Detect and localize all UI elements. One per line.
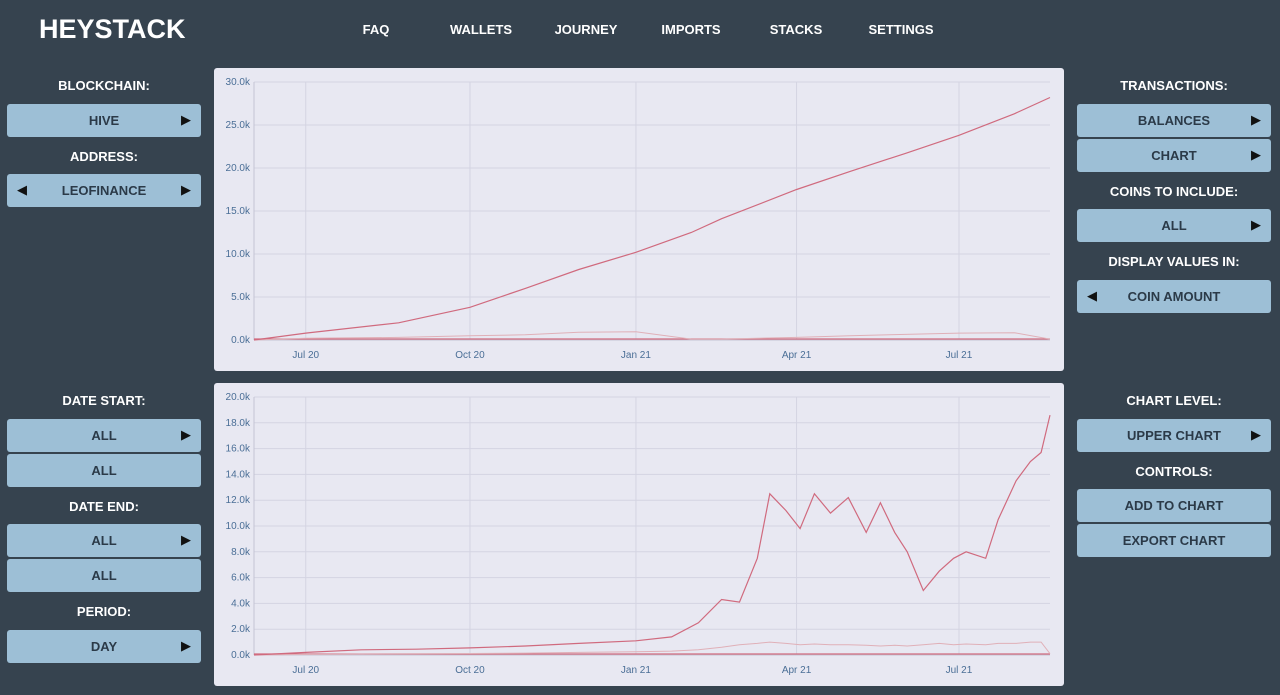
nav-wallets[interactable]: WALLETS — [449, 22, 513, 37]
x-tick-label: Oct 20 — [455, 665, 485, 676]
nav-journey[interactable]: JOURNEY — [554, 22, 618, 37]
export-chart-button[interactable]: EXPORT CHART — [1077, 524, 1271, 557]
date-start-label: DATE START: — [62, 393, 146, 408]
coins-select[interactable]: ALL ▶ — [1077, 209, 1271, 242]
y-tick-label: 0.0k — [231, 650, 251, 661]
lower-chart-panel: 0.0k 2.0k 4.0k 6.0k 8.0k 10.0k 12.0k 14.0k 16.0k… — [214, 383, 1064, 686]
arrow-right-icon[interactable]: ▶ — [181, 182, 191, 197]
series-line-1[interactable] — [253, 414, 1051, 656]
balances-button-label: BALANCES — [1137, 113, 1211, 128]
controls-label: CONTROLS: — [1135, 464, 1213, 479]
transactions-label: TRANSACTIONS: — [1120, 78, 1228, 93]
series-line-1[interactable] — [253, 96, 1051, 341]
export-chart-label: EXPORT CHART — [1122, 533, 1226, 548]
add-to-chart-label: ADD TO CHART — [1124, 498, 1224, 513]
x-tick-label: Jul 20 — [292, 350, 319, 361]
y-tick-label: 20.0k — [226, 392, 251, 403]
y-tick-label: 10.0k — [226, 521, 251, 532]
date-start-value: ALL — [91, 428, 117, 443]
y-tick-label: 16.0k — [226, 444, 251, 455]
y-tick-label: 30.0k — [226, 77, 251, 88]
y-tick-label: 2.0k — [231, 624, 251, 635]
chart-button-label: CHART — [1151, 148, 1197, 163]
period-value: DAY — [90, 639, 118, 654]
upper-chart[interactable]: 0.0k 5.0k 10.0k 15.0k 20.0k 25.0k 30.0k Jul 20 O… — [214, 68, 1064, 371]
period-select[interactable]: DAY ▶ — [7, 630, 201, 663]
address-select[interactable]: ◀ LEOFINANCE ▶ — [7, 174, 201, 207]
x-tick-label: Jan 21 — [621, 665, 651, 676]
y-tick-label: 20.0k — [226, 163, 251, 174]
date-end-select[interactable]: ALL ▶ — [7, 524, 201, 557]
nav-imports[interactable]: IMPORTS — [661, 22, 721, 37]
series-line-2[interactable] — [253, 641, 1051, 656]
arrow-right-icon[interactable]: ▶ — [181, 427, 191, 442]
y-tick-label: 25.0k — [226, 120, 251, 131]
date-end-label: DATE END: — [69, 499, 139, 514]
nav-settings[interactable]: SETTINGS — [868, 22, 934, 37]
date-start-field-value: ALL — [91, 463, 117, 478]
y-tick-label: 18.0k — [226, 418, 251, 429]
y-tick-label: 0.0k — [231, 335, 251, 346]
x-tick-label: Jan 21 — [621, 350, 651, 361]
arrow-right-icon[interactable]: ▶ — [1251, 112, 1261, 127]
y-tick-label: 15.0k — [226, 206, 251, 217]
chart-button[interactable]: CHART ▶ — [1077, 139, 1271, 172]
arrow-right-icon[interactable]: ▶ — [181, 112, 191, 127]
nav-faq[interactable]: FAQ — [362, 22, 390, 37]
period-label: PERIOD: — [76, 604, 132, 619]
blockchain-value: HIVE — [88, 113, 120, 128]
lower-chart[interactable]: 0.0k 2.0k 4.0k 6.0k 8.0k 10.0k 12.0k 14.0k 16.0k… — [214, 383, 1064, 686]
x-tick-label: Jul 21 — [946, 350, 973, 361]
arrow-left-icon[interactable]: ◀ — [1087, 288, 1097, 303]
display-values-value: COIN AMOUNT — [1127, 289, 1221, 304]
display-values-label: DISPLAY VALUES IN: — [1108, 254, 1240, 269]
date-end-field-value: ALL — [91, 568, 117, 583]
coins-value: ALL — [1161, 218, 1187, 233]
blockchain-select[interactable]: HIVE ▶ — [7, 104, 201, 137]
arrow-right-icon[interactable]: ▶ — [1251, 427, 1261, 442]
series-line-2[interactable] — [253, 331, 1051, 341]
y-tick-label: 12.0k — [226, 495, 251, 506]
address-value: LEOFINANCE — [61, 183, 147, 198]
add-to-chart-button[interactable]: ADD TO CHART — [1077, 489, 1271, 522]
x-tick-label: Jul 21 — [946, 665, 973, 676]
x-tick-label: Apr 21 — [782, 665, 812, 676]
x-tick-label: Oct 20 — [455, 350, 485, 361]
app-logo[interactable]: HEYSTACK — [39, 14, 186, 44]
nav-stacks[interactable]: STACKS — [769, 22, 823, 37]
balances-button[interactable]: BALANCES ▶ — [1077, 104, 1271, 137]
chart-level-label: CHART LEVEL: — [1126, 393, 1222, 408]
chart-level-select[interactable]: UPPER CHART ▶ — [1077, 419, 1271, 452]
y-tick-label: 10.0k — [226, 249, 251, 260]
arrow-right-icon[interactable]: ▶ — [181, 532, 191, 547]
y-tick-label: 4.0k — [231, 598, 251, 609]
upper-chart-panel: 0.0k 5.0k 10.0k 15.0k 20.0k 25.0k 30.0k Jul 20 O… — [214, 68, 1064, 371]
x-tick-label: Apr 21 — [782, 350, 812, 361]
date-end-field[interactable]: ALL — [7, 559, 201, 592]
date-start-select[interactable]: ALL ▶ — [7, 419, 201, 452]
date-end-value: ALL — [91, 533, 117, 548]
arrow-right-icon[interactable]: ▶ — [181, 638, 191, 653]
y-tick-label: 6.0k — [231, 573, 251, 584]
coins-label: COINS TO INCLUDE: — [1109, 184, 1239, 199]
y-tick-label: 14.0k — [226, 469, 251, 480]
date-start-field[interactable]: ALL — [7, 454, 201, 487]
y-tick-label: 5.0k — [231, 292, 251, 303]
y-tick-label: 8.0k — [231, 547, 251, 558]
display-values-select[interactable]: ◀ COIN AMOUNT — [1077, 280, 1271, 313]
blockchain-label: BLOCKCHAIN: — [58, 78, 150, 93]
chart-level-value: UPPER CHART — [1127, 428, 1221, 443]
x-tick-label: Jul 20 — [292, 665, 319, 676]
arrow-right-icon[interactable]: ▶ — [1251, 147, 1261, 162]
arrow-left-icon[interactable]: ◀ — [17, 182, 27, 197]
address-label: ADDRESS: — [70, 149, 138, 164]
arrow-right-icon[interactable]: ▶ — [1251, 217, 1261, 232]
